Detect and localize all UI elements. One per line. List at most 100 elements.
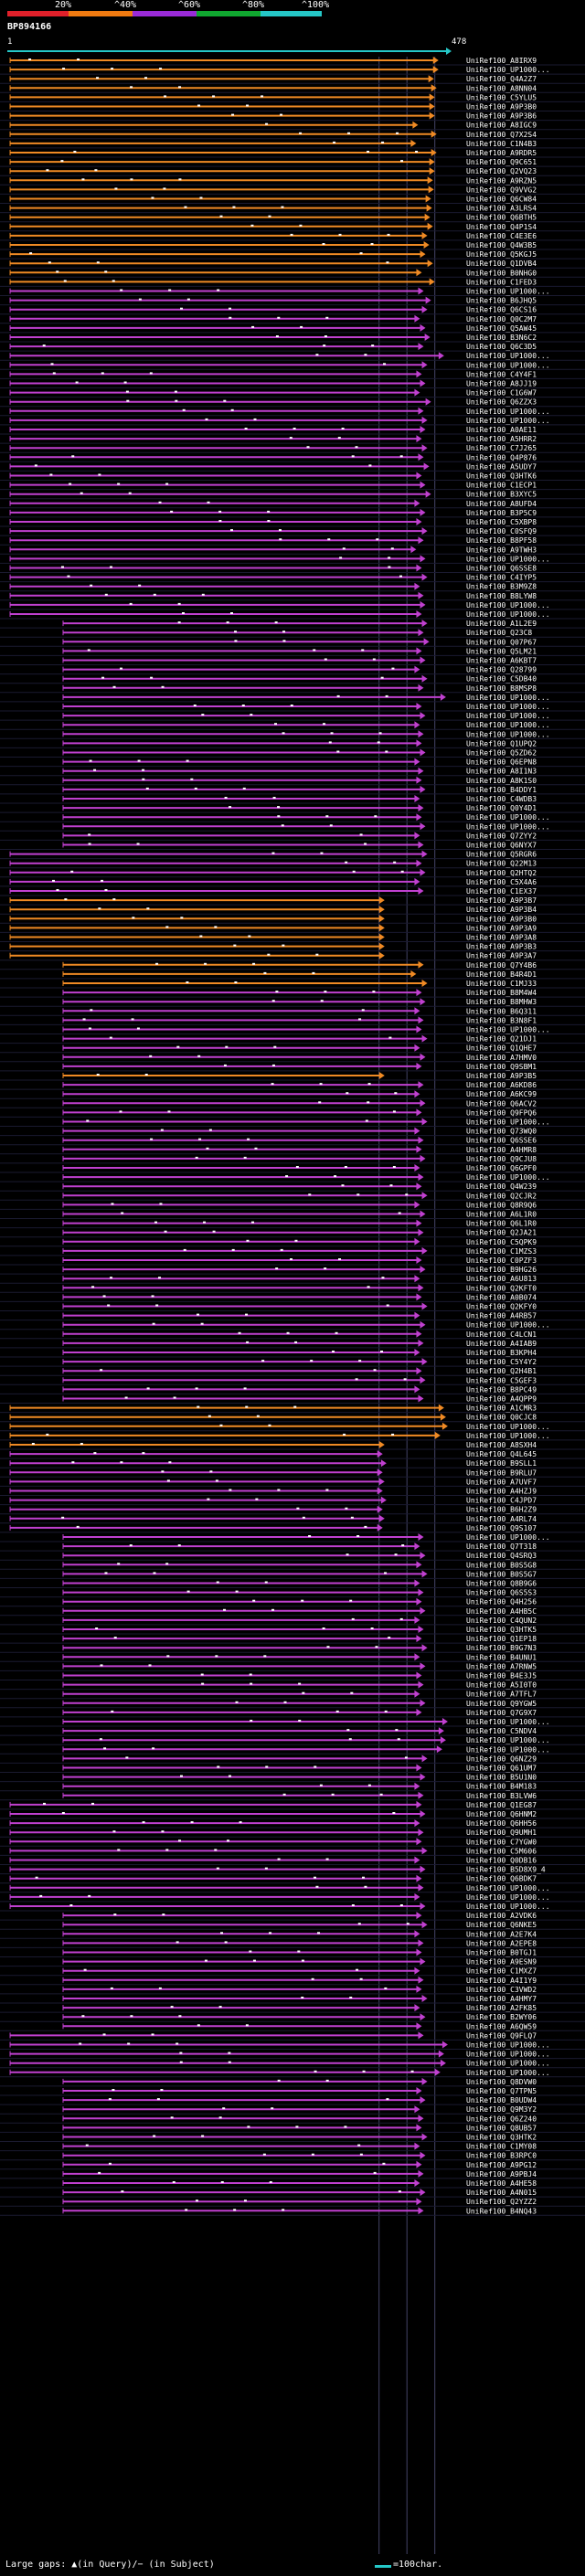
hit-label: UniRef100_B3KPH4 — [466, 1349, 537, 1357]
gap-marker — [164, 1230, 167, 1233]
hit-row: UniRef100_Q6S5S3 — [0, 1588, 585, 1598]
hit-label: UniRef100_B3N6C2 — [466, 334, 537, 342]
hit-arrow — [416, 859, 422, 867]
gap-marker — [193, 705, 197, 706]
hit-label: UniRef100_UP1000... — [466, 361, 550, 369]
hit-label: UniRef100_C4IYP5 — [466, 574, 537, 582]
hit-row: UniRef100_A7UVF7 — [0, 1478, 585, 1487]
gap-marker — [343, 1433, 346, 1436]
hit-label: UniRef100_B8PC49 — [466, 1385, 537, 1394]
hit-arrow — [414, 1579, 420, 1587]
hit-arrow — [420, 1662, 426, 1670]
gap-marker — [151, 2033, 154, 2036]
gap-marker — [125, 390, 129, 393]
legend-label-80: ^80% — [242, 0, 265, 10]
gap-marker — [104, 889, 108, 891]
gap-marker — [315, 354, 319, 356]
gap-marker — [28, 58, 32, 60]
gap-marker — [144, 1074, 148, 1076]
hit-row: UniRef100_B5U1N0 — [0, 1773, 585, 1783]
hit-label: UniRef100_Q4H256 — [466, 1598, 537, 1606]
hit-arrow — [410, 970, 417, 978]
gap-marker — [295, 1166, 299, 1168]
hit-label: UniRef100_C1EX37 — [466, 887, 537, 896]
hit-label: UniRef100_A4HMY7 — [466, 1995, 537, 2003]
hit-label: UniRef100_A9P3B0 — [466, 915, 537, 923]
gap-marker — [318, 1101, 322, 1104]
gap-marker — [250, 714, 253, 716]
hit-arrow — [440, 1413, 446, 1421]
hit-label: UniRef100_Q21DJ1 — [466, 1035, 537, 1044]
gap-marker — [249, 1673, 252, 1676]
hit-arrow — [421, 1358, 428, 1366]
hit-label: UniRef100_Q9S107 — [466, 1524, 537, 1532]
gap-marker — [218, 520, 222, 522]
hit-arrow — [414, 1090, 420, 1098]
hit-arrow — [378, 896, 385, 905]
gap-marker — [229, 1489, 232, 1491]
gap-marker — [185, 2209, 188, 2211]
hit-arrow — [378, 1478, 385, 1486]
hit-row: UniRef100_B0TGJ1 — [0, 1948, 585, 1957]
hit-row: UniRef100_C5DB40 — [0, 674, 585, 684]
hit-row: UniRef100_B3M9Z8 — [0, 582, 585, 592]
gap-marker — [164, 95, 167, 98]
gap-marker — [400, 870, 404, 873]
gap-marker — [172, 2181, 176, 2183]
gap-marker — [109, 1036, 112, 1039]
gap-marker — [112, 2089, 115, 2091]
hit-arrow — [414, 665, 420, 673]
gap-marker — [89, 759, 92, 762]
hit-arrow — [414, 1201, 420, 1209]
hit-label: UniRef100_A9TWH3 — [466, 546, 537, 554]
gap-marker — [391, 1433, 395, 1436]
hit-label: UniRef100_UP1000... — [466, 1423, 550, 1431]
hit-row: UniRef100_Q6CW84 — [0, 195, 585, 204]
hit-label: UniRef100_A7HMV0 — [466, 1054, 537, 1062]
hit-row: UniRef100_B8M4W4 — [0, 989, 585, 998]
hit-arrow — [420, 1699, 426, 1707]
hit-label: UniRef100_Q7X2S4 — [466, 131, 537, 139]
gap-marker — [228, 2061, 231, 2063]
hit-row: UniRef100_Q2HTQ2 — [0, 868, 585, 878]
hit-row: UniRef100_C0SFQ9 — [0, 527, 585, 536]
hit-row: UniRef100_A1L2E9 — [0, 620, 585, 629]
gap-marker — [296, 1507, 300, 1510]
hit-arrow — [418, 407, 424, 415]
gap-marker — [117, 1563, 121, 1565]
hit-arrow — [416, 1764, 422, 1772]
gap-marker — [403, 1378, 407, 1381]
hit-row: UniRef100_Q7ZYY2 — [0, 832, 585, 841]
gap-marker — [77, 58, 80, 60]
hit-row: UniRef100_UP1000... — [0, 1903, 585, 1912]
gap-marker — [165, 926, 169, 928]
hit-row: UniRef100_A5HRR2 — [0, 435, 585, 444]
hit-arrow — [427, 176, 433, 185]
gap-marker — [217, 289, 220, 292]
hit-row: UniRef100_A4HB5C — [0, 1606, 585, 1617]
hit-label: UniRef100_A8NN04 — [466, 84, 537, 92]
hit-arrow — [414, 832, 420, 840]
gap-marker — [332, 1351, 335, 1352]
gap-marker — [344, 2125, 347, 2128]
hit-arrow — [421, 1921, 428, 1929]
hit-label: UniRef100_Q1EP18 — [466, 1635, 537, 1643]
hit-arrow — [420, 323, 426, 332]
gap-marker — [83, 1968, 87, 1971]
gap-marker — [142, 778, 145, 780]
legend-band-red — [7, 11, 69, 16]
gap-marker — [150, 1138, 154, 1140]
hit-arrow — [418, 730, 424, 738]
gap-marker — [364, 843, 367, 845]
gap-marker — [46, 169, 49, 172]
gap-marker — [405, 1193, 409, 1196]
hit-arrow — [380, 1496, 387, 1504]
hit-arrow — [431, 84, 437, 92]
hit-arrow — [418, 841, 424, 849]
hit-label: UniRef100_B0S5G8 — [466, 1561, 537, 1569]
hit-row: UniRef100_B4R4D1 — [0, 970, 585, 980]
hit-label: UniRef100_C4QUN2 — [466, 1617, 537, 1625]
hit-row: UniRef100_C5GEF3 — [0, 1376, 585, 1385]
gap-marker — [415, 151, 419, 153]
hit-label: UniRef100_UP1000... — [466, 1533, 550, 1542]
